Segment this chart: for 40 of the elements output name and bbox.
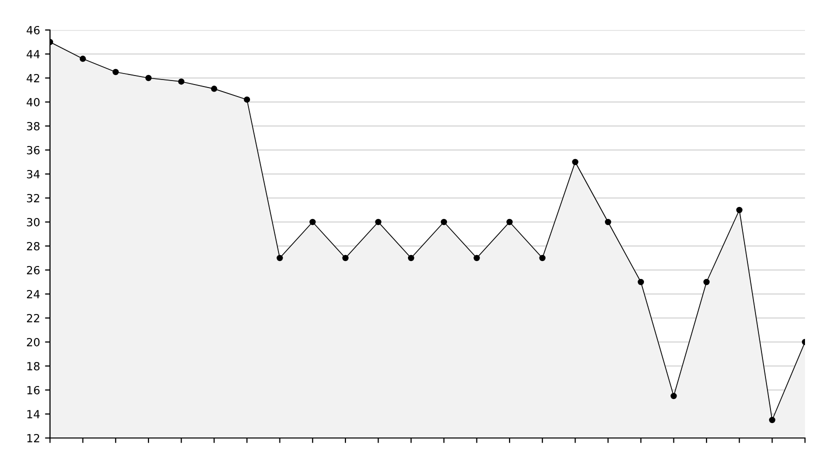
y-tick-label: 14 — [27, 410, 40, 418]
point — [244, 96, 250, 103]
y-tick-label: 16 — [27, 386, 40, 394]
point — [309, 218, 316, 226]
point — [211, 86, 218, 92]
y-tick-label: 20 — [26, 338, 40, 346]
y-tick-label: 26 — [26, 266, 40, 274]
point — [112, 68, 119, 76]
point — [80, 56, 86, 62]
y-tick-label: 18 — [27, 362, 40, 370]
y-tick-label: 44 — [26, 50, 40, 58]
y-tick-label: 12 — [27, 434, 40, 442]
point — [769, 416, 776, 424]
point — [178, 78, 184, 85]
y-tick-label: 24 — [26, 290, 40, 298]
y-tick-label: 22 — [26, 314, 40, 322]
point — [539, 254, 546, 262]
point — [342, 254, 349, 262]
point — [506, 218, 513, 226]
y-tick-label: 46 — [26, 26, 40, 34]
point — [703, 278, 710, 286]
y-tick-label: 28 — [26, 242, 40, 250]
point — [276, 254, 283, 262]
y-tick-label: 38 — [26, 122, 40, 130]
y-tick-label: 40 — [26, 98, 40, 106]
point — [440, 218, 448, 226]
y-tick-label: 32 — [26, 194, 40, 202]
y-tick-label: 34 — [26, 170, 40, 178]
point — [408, 254, 414, 262]
point — [670, 392, 677, 400]
point — [375, 218, 382, 226]
point — [736, 206, 742, 214]
point — [474, 254, 480, 262]
point — [638, 278, 644, 286]
y-tick-label: 30 — [26, 218, 40, 226]
point — [572, 158, 578, 166]
y-tick-label: 42 — [26, 74, 40, 82]
y-tick-label: 36 — [26, 146, 40, 154]
point — [604, 218, 612, 226]
point — [145, 74, 152, 82]
